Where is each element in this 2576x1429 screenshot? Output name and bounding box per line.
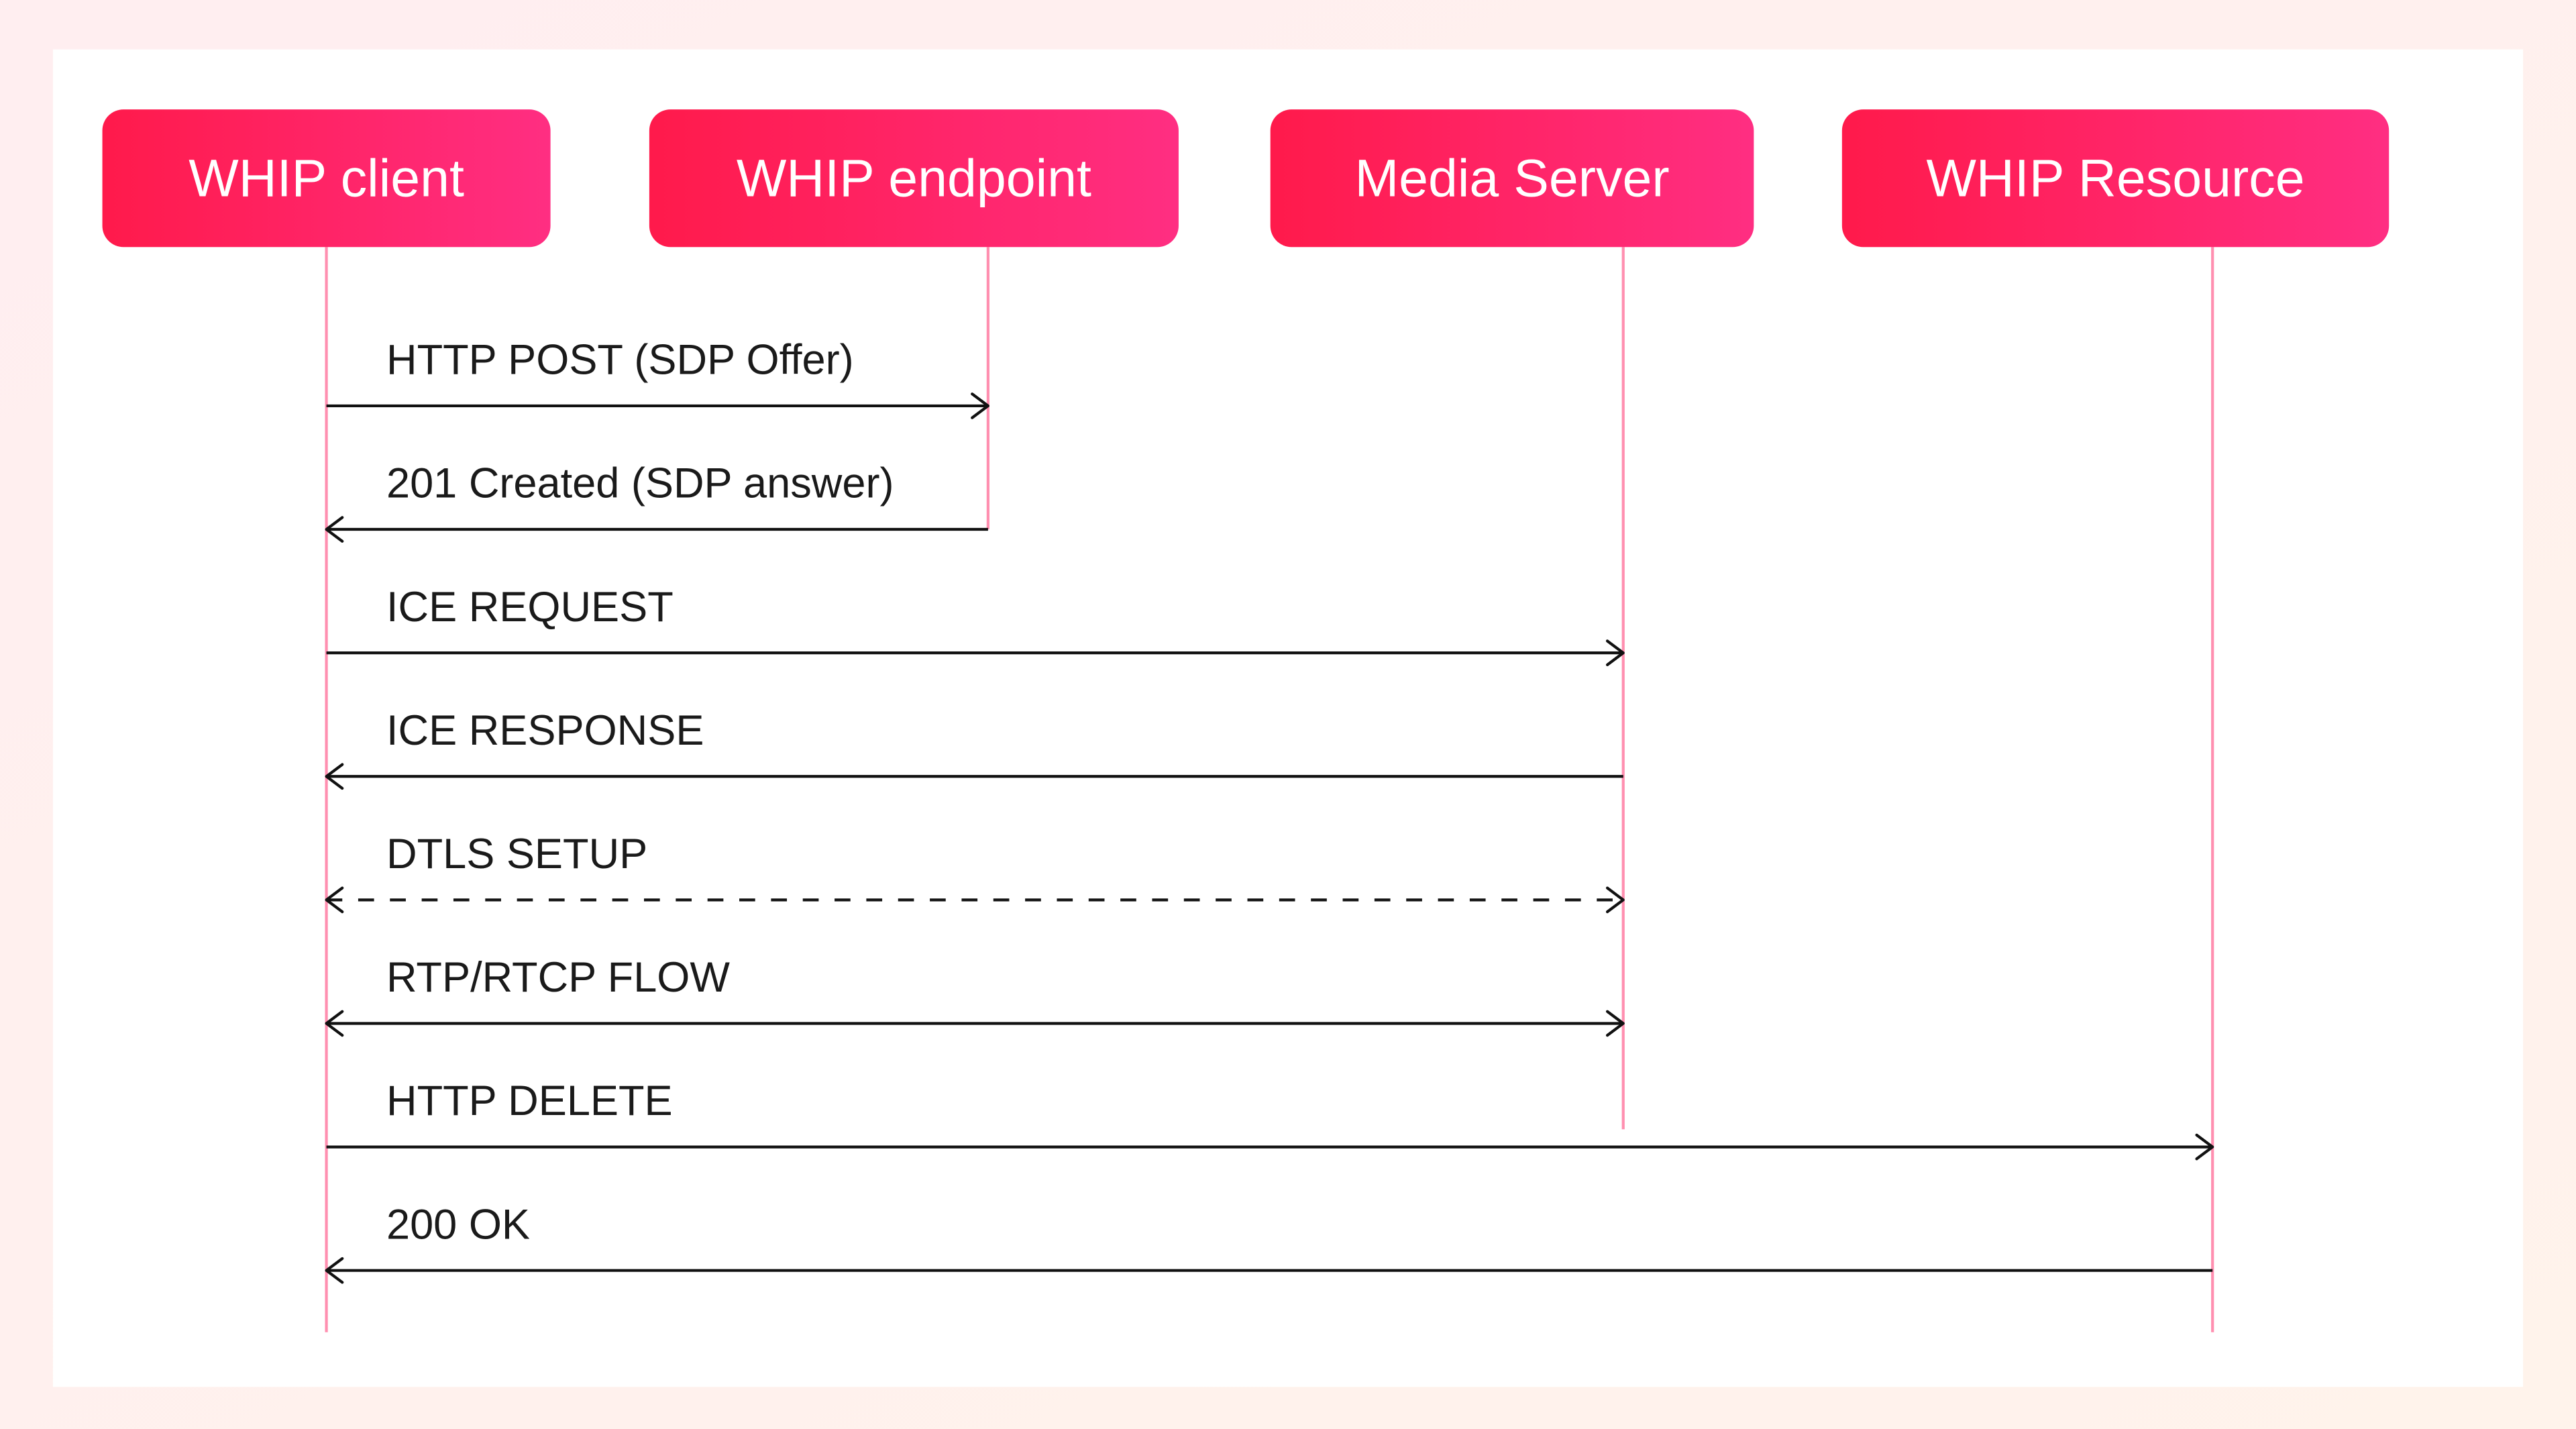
sequence-diagram: WHIP client WHIP endpoint Media Server WHIP…: [0, 0, 2576, 1429]
message-0-label: HTTP POST (SDP Offer): [386, 337, 854, 384]
message-4-label: DTLS SETUP: [386, 831, 647, 878]
message-5-label: RTP/RTCP FLOW: [386, 954, 730, 1001]
participant-client: WHIP client: [103, 109, 551, 247]
message-1-label: 201 Created (SDP answer): [386, 460, 894, 507]
message-2-label: ICE REQUEST: [386, 584, 674, 631]
participant-resource-label: WHIP Resource: [1926, 149, 2304, 208]
participant-resource: WHIP Resource: [1842, 109, 2389, 247]
participant-endpoint-label: WHIP endpoint: [737, 149, 1091, 208]
message-3-label: ICE RESPONSE: [386, 707, 704, 754]
message-1: 201 Created (SDP answer): [327, 460, 988, 541]
message-7-label: 200 OK: [386, 1201, 530, 1248]
message-6-label: HTTP DELETE: [386, 1077, 673, 1124]
participant-media-label: Media Server: [1354, 149, 1669, 208]
sequence-diagram-container: WHIP client WHIP endpoint Media Server WHIP…: [0, 0, 2576, 1429]
participant-client-label: WHIP client: [189, 149, 464, 208]
participant-media: Media Server: [1271, 109, 1754, 247]
participant-endpoint: WHIP endpoint: [649, 109, 1179, 247]
